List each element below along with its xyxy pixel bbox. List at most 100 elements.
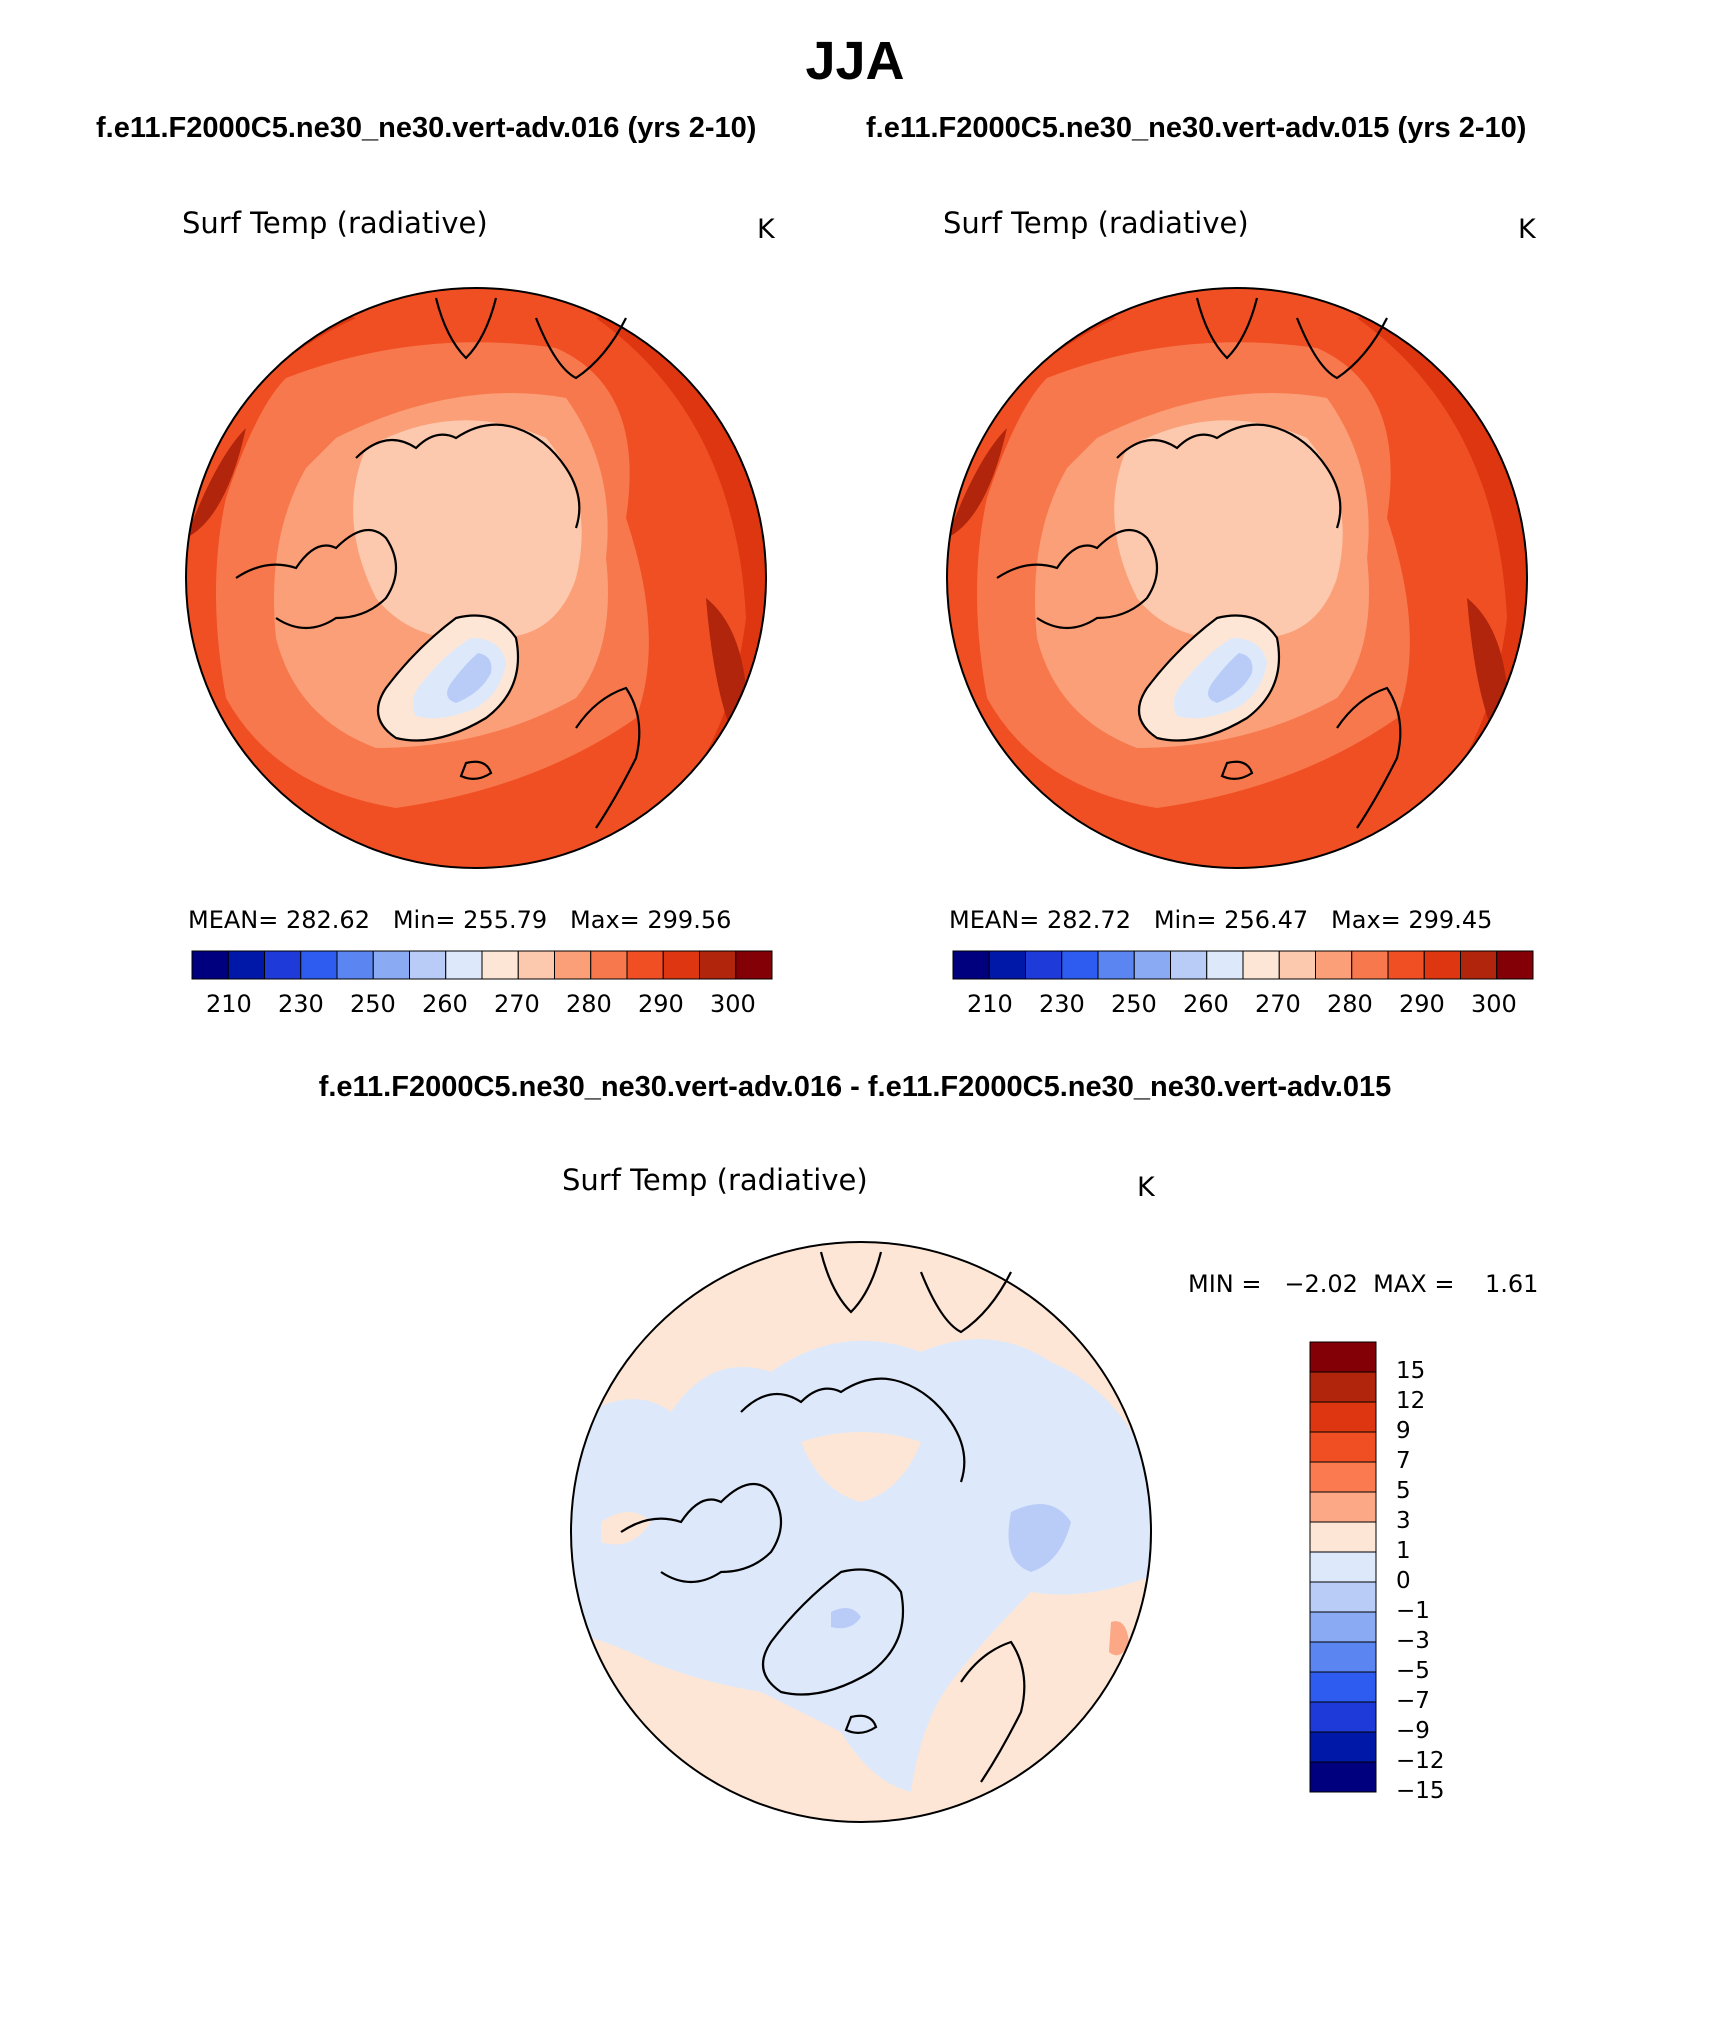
- left-polar-map: [185, 287, 767, 869]
- tick-label: −15: [1396, 1778, 1445, 1804]
- right-stats: MEAN= 282.72 Min= 256.47 Max= 299.45: [949, 906, 1493, 934]
- colorbar-swatch: [1423, 950, 1461, 980]
- colorbar-swatch: [1309, 1761, 1377, 1793]
- colorbar-swatch: [1242, 950, 1280, 980]
- colorbar-swatch: [1309, 1461, 1377, 1493]
- colorbar-swatch: [300, 950, 338, 980]
- left-colorbar-ticks: 210 230 250 260 270 280 290 300: [192, 990, 772, 1020]
- colorbar-swatch: [1309, 1521, 1377, 1553]
- colorbar-swatch: [626, 950, 664, 980]
- colorbar-swatch: [1309, 1431, 1377, 1463]
- tick-label: 280: [566, 990, 612, 1018]
- colorbar-swatch: [699, 950, 737, 980]
- colorbar-swatch: [952, 950, 990, 980]
- colorbar-swatch: [1309, 1371, 1377, 1403]
- tick-label: 210: [967, 990, 1013, 1018]
- tick-label: 3: [1396, 1508, 1411, 1534]
- tick-label: −12: [1396, 1748, 1445, 1774]
- tick-label: −1: [1396, 1598, 1430, 1624]
- diff-colorbar: [1309, 1341, 1377, 1793]
- diff-variable-label: Surf Temp (radiative): [562, 1163, 868, 1197]
- page-title: JJA: [805, 31, 905, 91]
- colorbar-swatch: [372, 950, 410, 980]
- colorbar-swatch: [227, 950, 265, 980]
- colorbar-swatch: [1309, 1731, 1377, 1763]
- colorbar-swatch: [662, 950, 700, 980]
- tick-label: 300: [710, 990, 756, 1018]
- colorbar-swatch: [1309, 1491, 1377, 1523]
- tick-label: 250: [1111, 990, 1157, 1018]
- tick-label: 260: [422, 990, 468, 1018]
- colorbar-swatch: [1061, 950, 1099, 980]
- right-run-subtitle: f.e11.F2000C5.ne30_ne30.vert-adv.015 (yr…: [866, 112, 1527, 144]
- colorbar-swatch: [1309, 1641, 1377, 1673]
- left-run-subtitle: f.e11.F2000C5.ne30_ne30.vert-adv.016 (yr…: [96, 112, 757, 144]
- tick-label: 300: [1471, 990, 1517, 1018]
- colorbar-swatch: [1309, 1551, 1377, 1583]
- tick-label: 280: [1327, 990, 1373, 1018]
- tick-label: 5: [1396, 1478, 1411, 1504]
- tick-label: 230: [1039, 990, 1085, 1018]
- colorbar-swatch: [988, 950, 1026, 980]
- colorbar-swatch: [1309, 1701, 1377, 1733]
- left-stats: MEAN= 282.62 Min= 255.79 Max= 299.56: [188, 906, 732, 934]
- tick-label: −3: [1396, 1628, 1430, 1654]
- tick-label: 0: [1396, 1568, 1411, 1594]
- colorbar-swatch: [1351, 950, 1389, 980]
- colorbar-swatch: [1315, 950, 1353, 980]
- colorbar-swatch: [336, 950, 374, 980]
- colorbar-swatch: [1133, 950, 1171, 980]
- colorbar-swatch: [735, 950, 773, 980]
- colorbar-swatch: [1206, 950, 1244, 980]
- tick-label: 250: [350, 990, 396, 1018]
- tick-label: 15: [1396, 1358, 1426, 1384]
- tick-label: 12: [1396, 1388, 1426, 1414]
- diff-stats: MIN = −2.02 MAX = 1.61: [1188, 1270, 1539, 1298]
- colorbar-swatch: [481, 950, 519, 980]
- diff-units-label: K: [1137, 1172, 1155, 1203]
- colorbar-swatch: [264, 950, 302, 980]
- colorbar-swatch: [1025, 950, 1063, 980]
- colorbar-swatch: [1309, 1671, 1377, 1703]
- tick-label: 9: [1396, 1418, 1411, 1444]
- colorbar-swatch: [1170, 950, 1208, 980]
- difference-title: f.e11.F2000C5.ne30_ne30.vert-adv.016 - f…: [318, 1071, 1392, 1103]
- right-colorbar: [952, 950, 1534, 980]
- tick-label: 260: [1183, 990, 1229, 1018]
- tick-label: −9: [1396, 1718, 1430, 1744]
- left-units-label: K: [757, 214, 775, 245]
- tick-label: 210: [206, 990, 252, 1018]
- colorbar-swatch: [191, 950, 229, 980]
- colorbar-swatch: [1309, 1581, 1377, 1613]
- left-variable-label: Surf Temp (radiative): [182, 206, 488, 240]
- tick-label: −7: [1396, 1688, 1430, 1714]
- tick-label: 290: [1399, 990, 1445, 1018]
- colorbar-swatch: [409, 950, 447, 980]
- colorbar-swatch: [1309, 1341, 1377, 1373]
- diff-polar-map: [570, 1241, 1152, 1823]
- colorbar-swatch: [554, 950, 592, 980]
- colorbar-swatch: [445, 950, 483, 980]
- colorbar-swatch: [1496, 950, 1534, 980]
- tick-label: 1: [1396, 1538, 1411, 1564]
- colorbar-swatch: [1387, 950, 1425, 980]
- tick-label: −5: [1396, 1658, 1430, 1684]
- colorbar-swatch: [517, 950, 555, 980]
- colorbar-swatch: [1097, 950, 1135, 980]
- tick-label: 230: [278, 990, 324, 1018]
- diff-colorbar-ticks: 15 12 9 7 5 3 1 0 −1 −3 −5 −7 −9 −12 −15: [1396, 1358, 1476, 1804]
- tick-label: 270: [494, 990, 540, 1018]
- tick-label: 270: [1255, 990, 1301, 1018]
- colorbar-swatch: [590, 950, 628, 980]
- right-units-label: K: [1518, 214, 1536, 245]
- left-colorbar: [191, 950, 773, 980]
- right-variable-label: Surf Temp (radiative): [943, 206, 1249, 240]
- colorbar-swatch: [1309, 1611, 1377, 1643]
- colorbar-swatch: [1278, 950, 1316, 980]
- colorbar-swatch: [1460, 950, 1498, 980]
- right-polar-map: [946, 287, 1528, 869]
- tick-label: 7: [1396, 1448, 1411, 1474]
- tick-label: 290: [638, 990, 684, 1018]
- colorbar-swatch: [1309, 1401, 1377, 1433]
- right-colorbar-ticks: 210 230 250 260 270 280 290 300: [953, 990, 1533, 1020]
